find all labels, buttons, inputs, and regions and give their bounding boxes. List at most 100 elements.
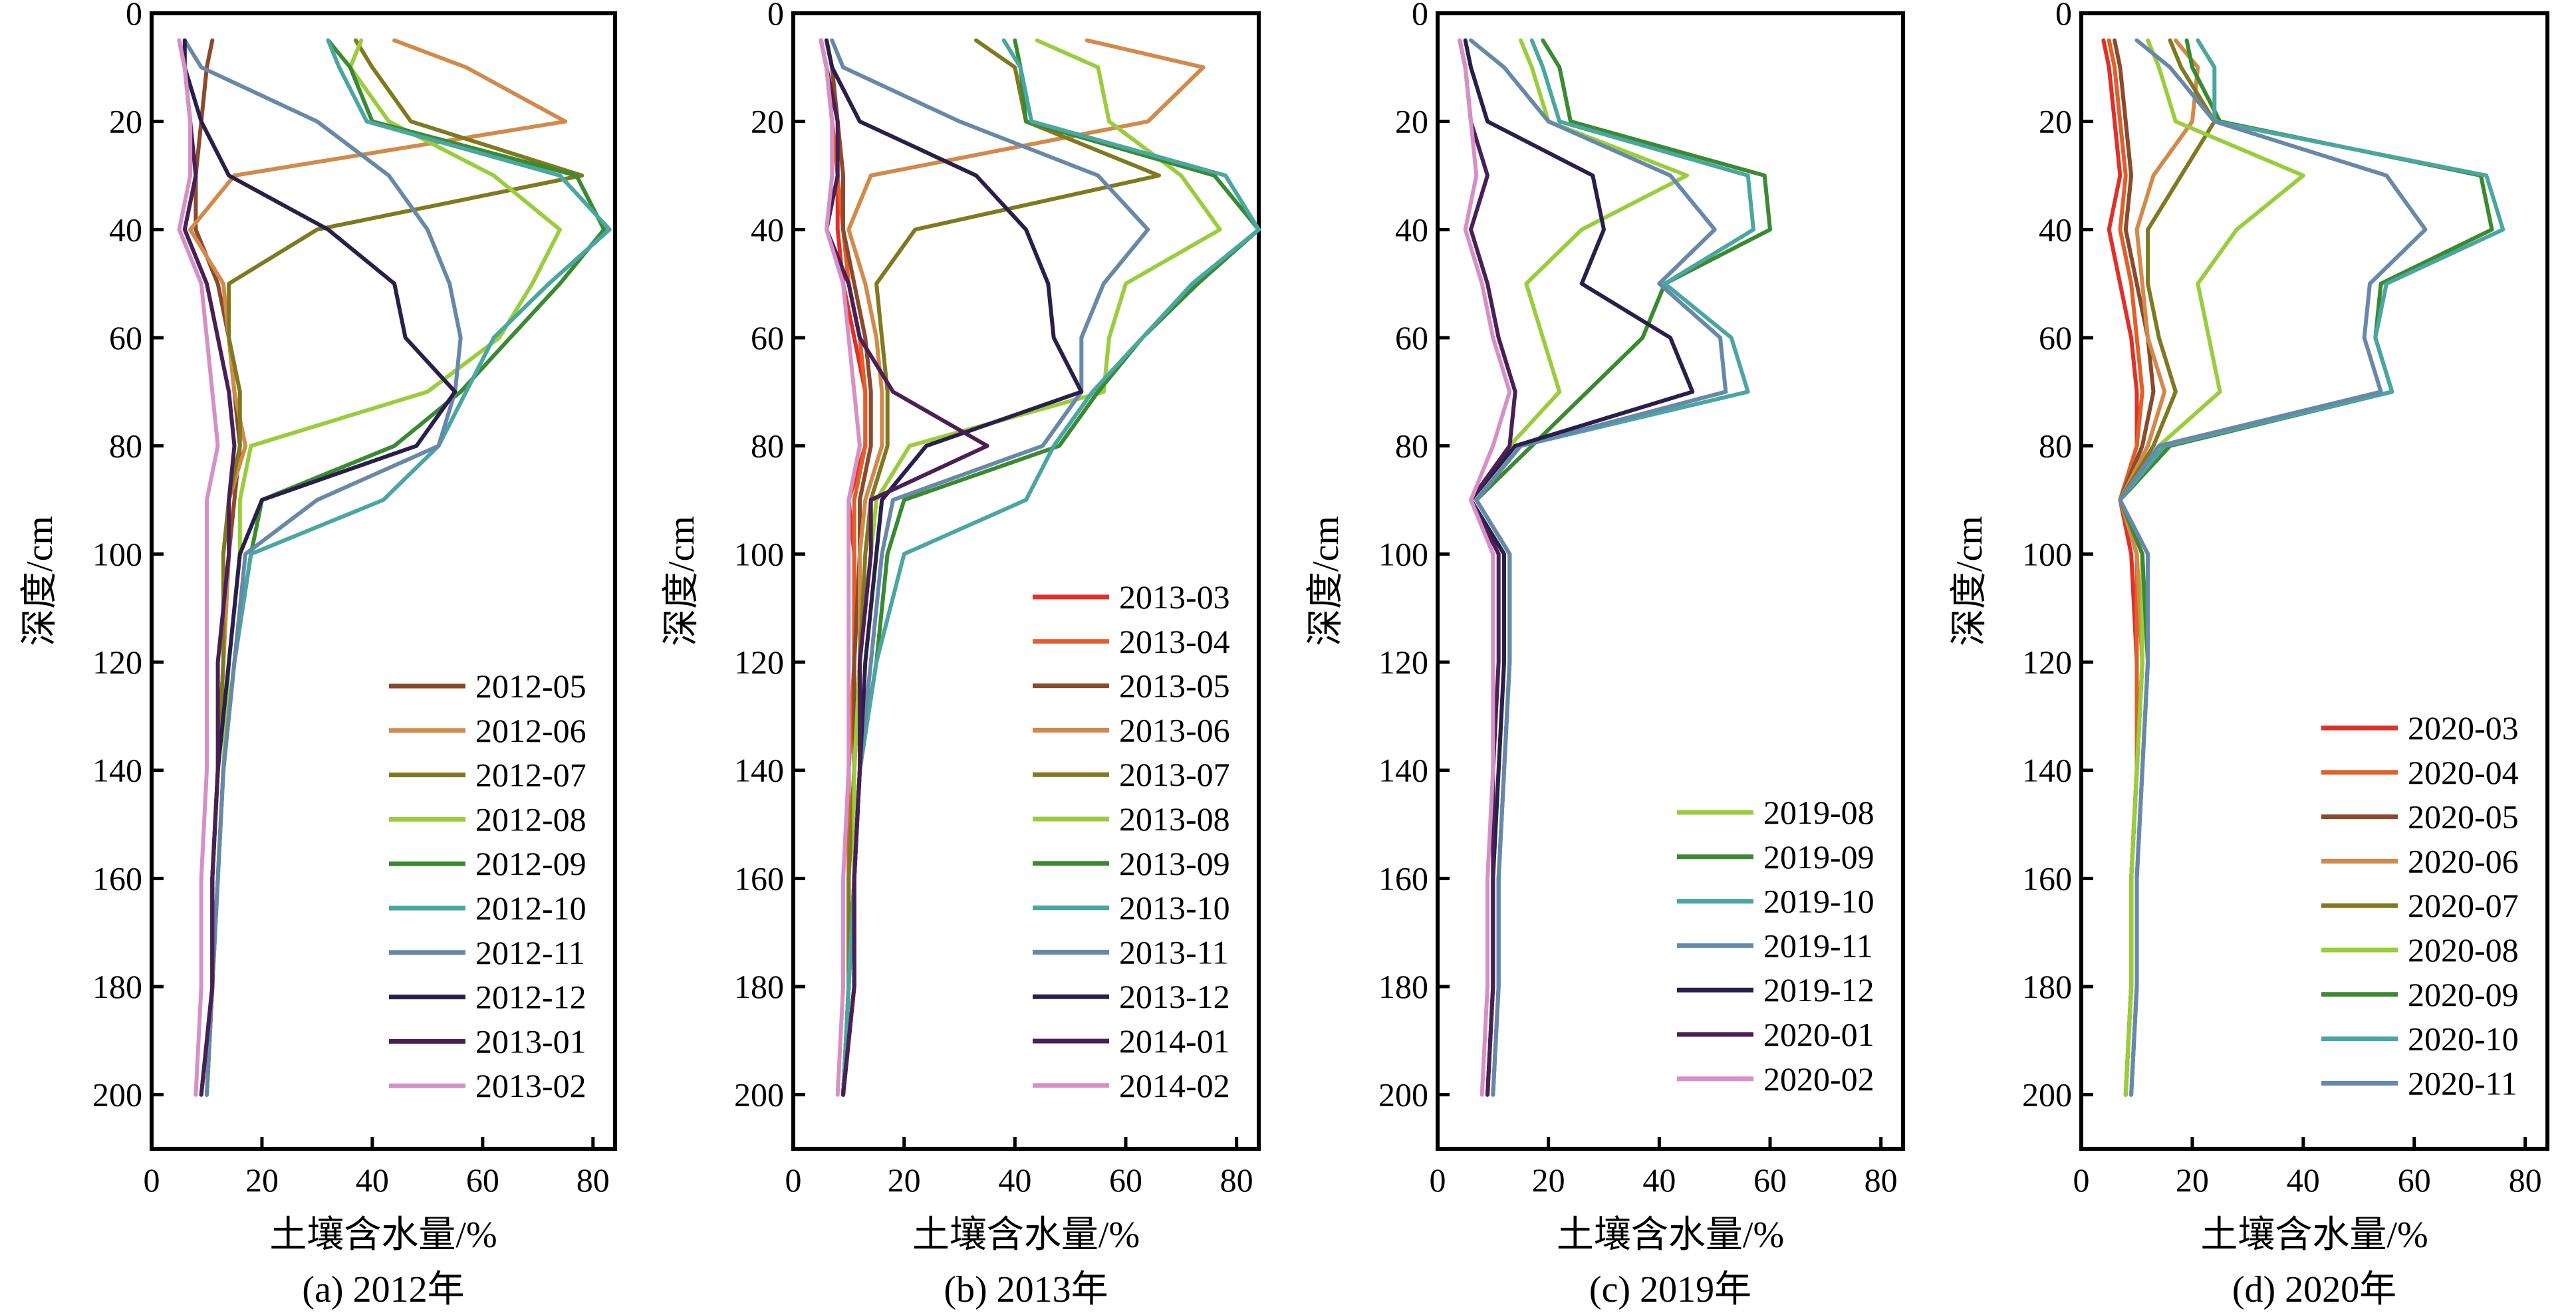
legend-entry: 2014-01 xyxy=(1119,1022,1230,1060)
y-axis-label: 深度/cm xyxy=(1949,516,1990,646)
legend: 2013-03 2013-04 2013-05 2013-06 2013-07 2013-… xyxy=(1033,578,1230,1104)
x-tick-label: 0 xyxy=(1430,1161,1446,1199)
y-tick-label: 80 xyxy=(109,427,142,465)
legend-entry: 2020-09 xyxy=(2408,976,2519,1013)
x-tick-label: 0 xyxy=(785,1161,802,1199)
x-tick-label: 0 xyxy=(144,1161,160,1199)
series-line-2020-07 xyxy=(2118,38,2217,1097)
y-tick-label: 60 xyxy=(2039,319,2072,356)
legend-entry: 2013-07 xyxy=(1119,756,1230,793)
chart-panel-1: 0 20 40 60 80 100 120 140 160 180 200 0 20 40 60 80 土壤含水… xyxy=(19,0,617,1310)
y-tick-label: 200 xyxy=(1378,1076,1428,1114)
y-tick-label: 40 xyxy=(751,211,784,248)
chart-panel-3: 0 20 40 60 80 100 120 140 160 180 200 0 20 40 60 80 土壤含水… xyxy=(1305,0,1905,1310)
series-line-2019-11 xyxy=(1469,38,1728,1097)
x-tick-label: 20 xyxy=(1532,1161,1565,1199)
y-tick-label: 20 xyxy=(751,103,784,140)
legend-entry: 2020-02 xyxy=(1763,1060,1874,1098)
plot-frame xyxy=(150,11,617,1151)
x-tick-label: 20 xyxy=(245,1161,279,1199)
y-tick-label: 120 xyxy=(92,644,142,681)
y-tick-label: 160 xyxy=(734,860,784,897)
panel-caption: (b) 2013年 xyxy=(944,1269,1108,1310)
legend-entry: 2013-12 xyxy=(1119,978,1230,1015)
y-tick-label: 180 xyxy=(92,968,142,1005)
y-tick-label: 200 xyxy=(2022,1076,2072,1114)
series-line-2020-01 xyxy=(1458,38,1517,1097)
y-tick-label: 0 xyxy=(1412,0,1428,32)
y-tick-label: 100 xyxy=(92,535,142,572)
y-tick-label: 120 xyxy=(734,644,784,681)
x-tick-label: 40 xyxy=(1642,1161,1676,1199)
panel-caption: (c) 2019年 xyxy=(1589,1269,1751,1310)
legend-entry: 2019-10 xyxy=(1763,883,1874,920)
legend-entry: 2020-04 xyxy=(2408,754,2519,791)
y-tick-label: 140 xyxy=(734,752,784,789)
x-axis-label: 土壤含水量/% xyxy=(1557,1215,1784,1256)
y-tick-label: 140 xyxy=(2022,752,2072,789)
legend-entry: 2013-11 xyxy=(1119,933,1229,971)
x-tick-label: 0 xyxy=(2073,1161,2090,1199)
legend: 2019-08 2019-09 2019-10 2019-11 2019-12 2020-… xyxy=(1677,794,1874,1098)
y-tick-label: 80 xyxy=(751,427,784,465)
y-tick-label: 200 xyxy=(92,1076,142,1114)
legend-entry: 2020-05 xyxy=(2408,798,2519,836)
y-tick-label: 60 xyxy=(751,319,784,356)
y-tick-label: 100 xyxy=(1378,535,1428,572)
chart-panel-4: 0 20 40 60 80 100 120 140 160 180 200 0 20 40 60 80 土壤含水… xyxy=(1949,0,2549,1310)
legend-entry: 2020-10 xyxy=(2408,1020,2519,1058)
legend-entry: 2020-07 xyxy=(2408,887,2519,924)
legend-entry: 2013-04 xyxy=(1119,623,1230,660)
plot-frame xyxy=(1436,11,1905,1151)
x-tick-label: 40 xyxy=(998,1161,1031,1199)
y-axis-label: 深度/cm xyxy=(1305,516,1347,646)
legend-entry: 2020-03 xyxy=(2408,709,2519,747)
series-line-2013-07 xyxy=(841,38,1161,1097)
legend-entry: 2012-08 xyxy=(475,800,586,838)
y-tick-label: 20 xyxy=(109,103,142,140)
series-line-2020-02 xyxy=(1458,38,1512,1097)
x-tick-label: 80 xyxy=(1865,1161,1898,1199)
y-tick-label: 40 xyxy=(109,211,142,248)
series-line-2014-02 xyxy=(819,38,862,1097)
legend-entry: 2013-02 xyxy=(475,1067,586,1104)
y-tick-label: 0 xyxy=(767,0,784,32)
series-line-2019-10 xyxy=(1474,38,1755,1097)
legend-entry: 2020-08 xyxy=(2408,931,2519,969)
y-tick-label: 0 xyxy=(126,0,142,32)
y-tick-label: 100 xyxy=(734,535,784,572)
y-tick-label: 100 xyxy=(2022,535,2072,572)
legend-entry: 2013-10 xyxy=(1119,890,1230,927)
legend-entry: 2012-07 xyxy=(475,757,586,794)
legend-entry: 2012-05 xyxy=(475,667,586,705)
legend-entry: 2019-08 xyxy=(1763,794,1874,831)
y-tick-label: 180 xyxy=(2022,968,2072,1005)
legend-entry: 2012-06 xyxy=(475,712,586,749)
legend-entry: 2012-12 xyxy=(475,979,586,1016)
legend-entry: 2013-03 xyxy=(1119,578,1230,616)
y-tick-label: 0 xyxy=(2055,0,2072,32)
x-axis-label: 土壤含水量/% xyxy=(269,1215,497,1256)
y-tick-label: 200 xyxy=(734,1076,784,1114)
y-tick-label: 60 xyxy=(109,319,142,356)
x-axis-label: 土壤含水量/% xyxy=(2200,1215,2428,1256)
y-tick-label: 40 xyxy=(1395,211,1428,248)
legend-entry: 2013-09 xyxy=(1119,845,1230,882)
y-tick-label: 20 xyxy=(1395,103,1428,140)
legend-entry: 2014-02 xyxy=(1119,1067,1230,1104)
legend-entry: 2020-06 xyxy=(2408,842,2519,880)
x-tick-label: 40 xyxy=(356,1161,389,1199)
y-tick-label: 140 xyxy=(92,752,142,789)
series-line-2013-02 xyxy=(177,38,220,1097)
y-tick-label: 80 xyxy=(2039,427,2072,465)
series-line-2013-11 xyxy=(830,38,1150,1097)
y-tick-label: 140 xyxy=(1378,752,1428,789)
series-line-2013-01 xyxy=(177,38,237,1097)
chart-panel-2: 0 20 40 60 80 100 120 140 160 180 200 0 20 40 60 80 土壤含水… xyxy=(661,0,1261,1310)
series-line-2012-11 xyxy=(182,38,463,1097)
legend-entry: 2013-06 xyxy=(1119,711,1230,749)
y-tick-label: 160 xyxy=(2022,860,2072,897)
x-tick-label: 80 xyxy=(1220,1161,1253,1199)
legend-entry: 2020-11 xyxy=(2408,1064,2517,1102)
